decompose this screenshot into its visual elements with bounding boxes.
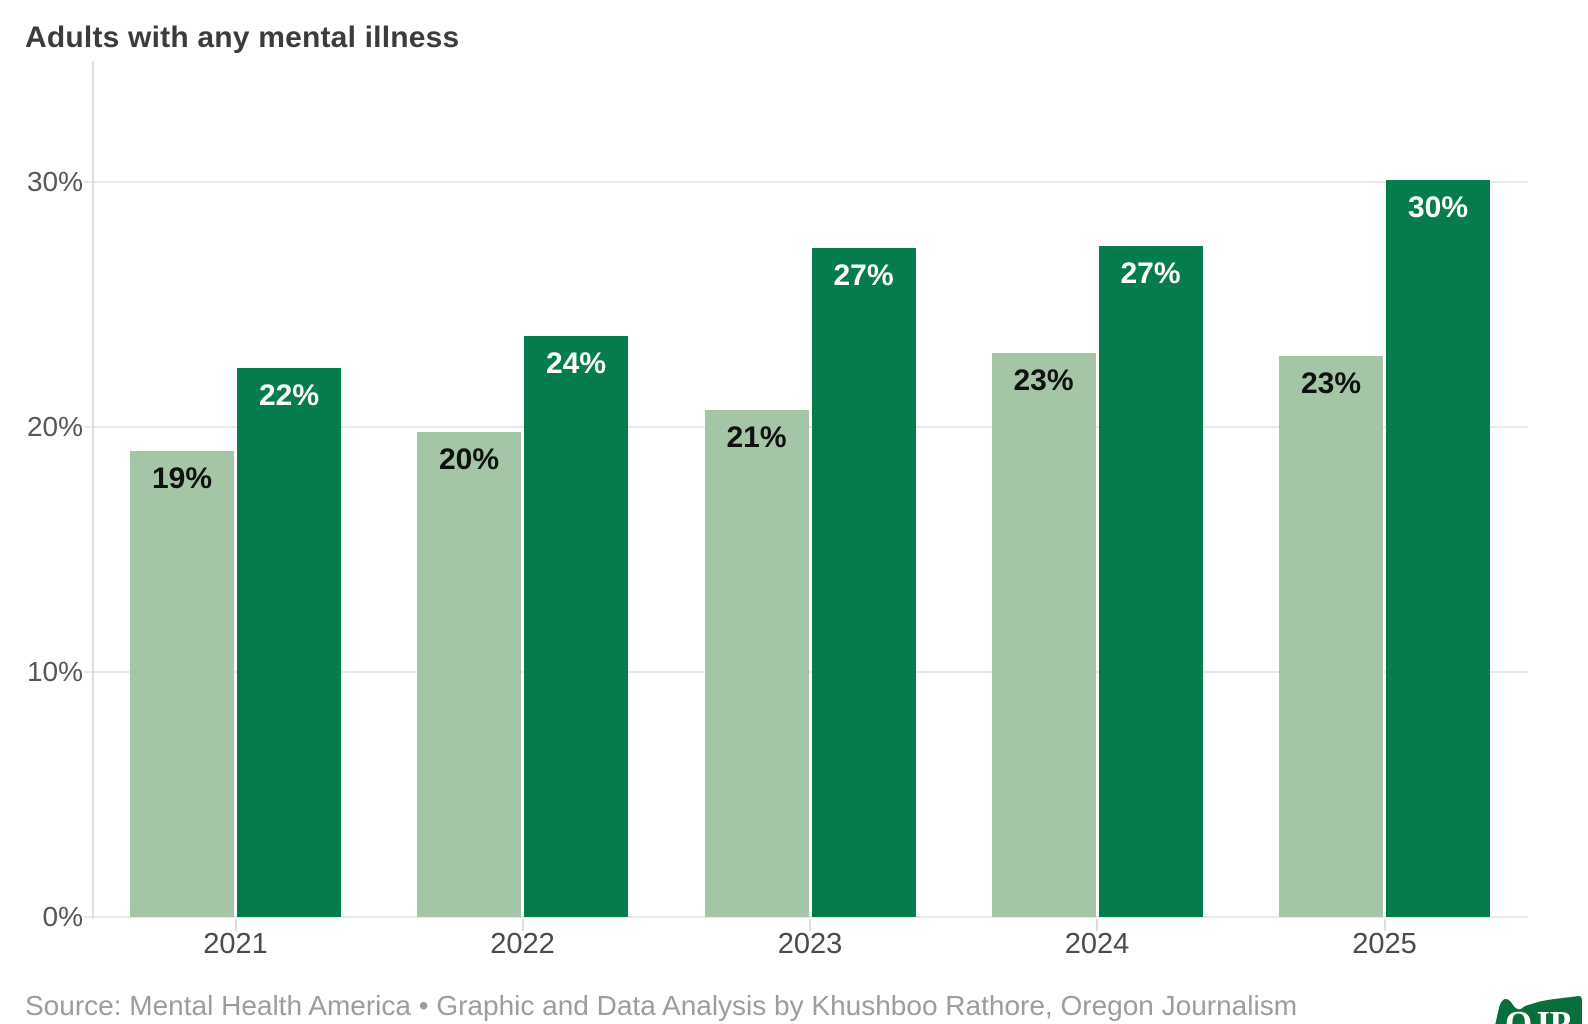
x-axis-label: 2024	[1064, 928, 1130, 960]
bar-value-label: 23%	[1300, 367, 1362, 400]
x-axis-label: 2021	[203, 928, 268, 960]
bar-2023-darker-green-series: 27%	[811, 248, 916, 917]
bar-2023-lighter-green-series: 21%	[704, 410, 809, 917]
bar-value-label: 27%	[1120, 257, 1181, 290]
gridline-0%	[84, 916, 1528, 918]
bar-value-label: 20%	[438, 443, 500, 476]
y-axis-label: 30%	[26, 166, 83, 197]
bar-2024-lighter-green-series: 23%	[991, 353, 1096, 917]
bar-2022-lighter-green-series: 20%	[417, 432, 521, 917]
chart-title: Adults with any mental illness	[25, 21, 460, 54]
gridline-30%	[84, 181, 1528, 183]
bar-2025-lighter-green-series: 23%	[1279, 356, 1383, 917]
x-axis-tick	[234, 919, 237, 931]
bar-2021-lighter-green-series: 19%	[130, 451, 234, 917]
y-axis-label: 10%	[26, 656, 83, 687]
y-axis-label: 20%	[26, 411, 83, 442]
x-axis-label: 2022	[490, 928, 555, 960]
x-axis-tick	[809, 919, 811, 931]
bar-2021-darker-green-series: 22%	[237, 368, 341, 917]
source-attribution: Source: Mental Health America • Graphic …	[25, 990, 1298, 1021]
bar-value-label: 27%	[833, 259, 894, 292]
logo-text: OJP	[1505, 1004, 1571, 1024]
bar-value-label: 22%	[258, 379, 320, 412]
bar-value-label: 21%	[726, 421, 787, 454]
oregon-state-icon: OJP	[1495, 996, 1582, 1024]
x-axis-label: 2025	[1352, 928, 1417, 960]
bar-value-label: 24%	[545, 347, 607, 380]
bar-value-label: 30%	[1407, 191, 1469, 224]
bar-2025-darker-green-series: 30%	[1386, 180, 1490, 917]
oregon-journalism-project-logo: OJP	[1491, 992, 1583, 1024]
x-axis-label: 2023	[777, 928, 843, 960]
x-axis-tick	[1383, 919, 1386, 931]
x-axis-tick	[521, 919, 524, 931]
bar-value-label: 19%	[151, 462, 213, 495]
bar-2024-darker-green-series: 27%	[1098, 246, 1203, 917]
bar-value-label: 23%	[1013, 364, 1074, 397]
y-axis-line	[92, 61, 94, 919]
y-axis-label: 0%	[42, 901, 83, 932]
x-axis-tick	[1096, 919, 1098, 931]
bar-2022-darker-green-series: 24%	[524, 336, 628, 917]
